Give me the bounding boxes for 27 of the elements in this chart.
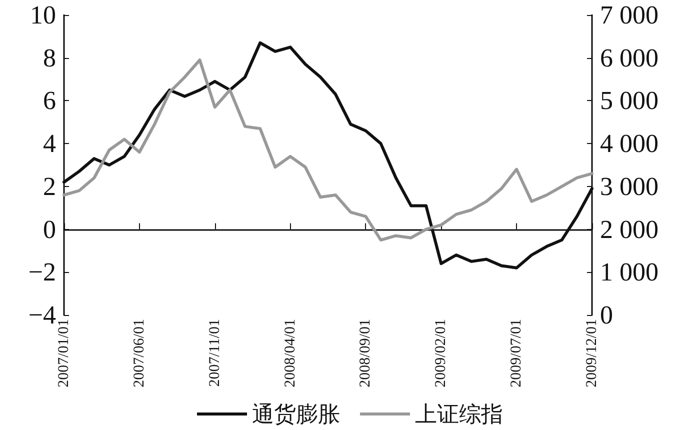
legend-label: 通货膨胀 <box>252 402 340 426</box>
y-tick-label: 0 <box>43 214 56 244</box>
x-tick-label: 2009/12/01 <box>584 319 600 388</box>
y-tick-label: 8 <box>43 43 56 72</box>
x-tick-label: 2009/07/01 <box>508 319 525 388</box>
y2-tick-label: 2 000 <box>600 214 658 244</box>
y-tick-label: −4 <box>28 300 56 330</box>
x-tick-label: 2009/02/01 <box>433 319 450 388</box>
y2-tick-label: 7 000 <box>600 0 658 30</box>
x-tick-label: 2008/09/01 <box>358 319 374 388</box>
legend-label: 上证综指 <box>415 402 503 426</box>
y2-tick-label: 1 000 <box>600 258 658 287</box>
y2-tick-label: 6 000 <box>600 43 658 72</box>
y2-tick-label: 5 000 <box>600 86 658 116</box>
x-tick-label: 2007/06/01 <box>131 319 148 388</box>
y2-tick-label: 3 000 <box>600 172 658 201</box>
x-tick-label: 2007/11/01 <box>206 319 223 387</box>
y-tick-label: 4 <box>43 129 56 158</box>
y-tick-label: −2 <box>28 258 56 287</box>
x-tick-label: 2007/01/01 <box>56 319 72 388</box>
y-tick-label: 10 <box>30 0 56 30</box>
y-tick-label: 2 <box>43 172 56 201</box>
line-series <box>62 58 594 242</box>
y-tick-label: 6 <box>43 86 56 116</box>
x-tick-label: 2008/04/01 <box>282 319 298 388</box>
y2-tick-label: 0 <box>600 300 613 330</box>
y2-tick-label: 4 000 <box>600 129 658 158</box>
